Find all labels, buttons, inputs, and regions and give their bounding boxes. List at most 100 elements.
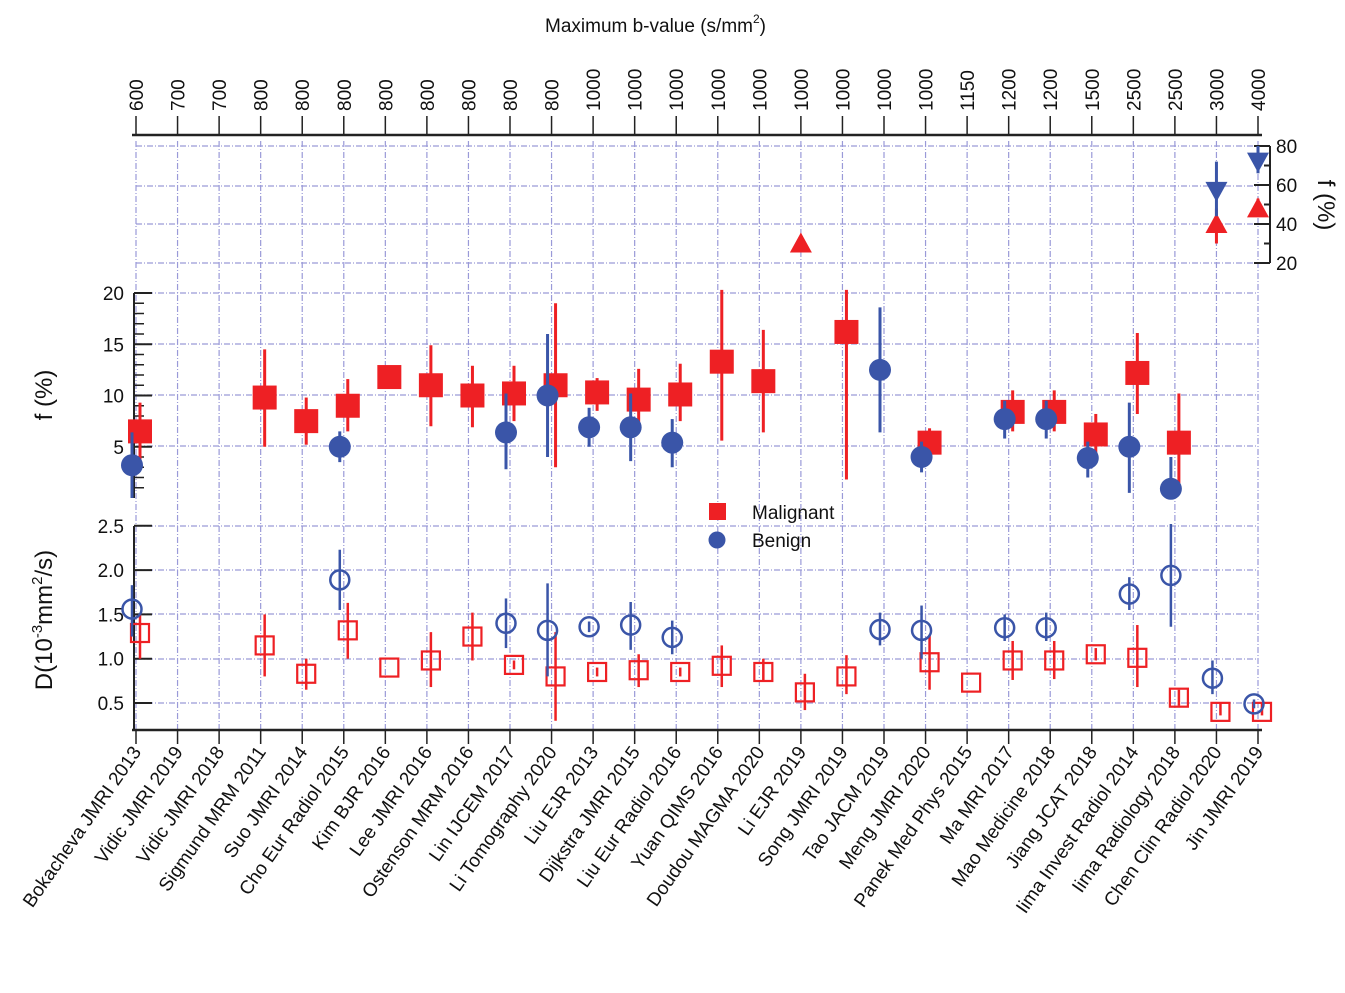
axes-layer: 600 700 700 800 800 800 800 800 800 800 800 1000 100… [19,69,1297,918]
malignant-f-point [335,393,360,418]
malignant-d-point [254,635,275,656]
benign-fhigh-point [1247,152,1269,173]
d-tick-label: 2.0 [98,561,124,582]
top-axis-tick-label: 3000 [1207,69,1228,111]
malignant-f-point [585,380,610,405]
benign-d-point [661,626,683,649]
malignant-f-point [377,365,402,390]
benign-d-point [1035,616,1057,639]
malignant-f-point [418,373,443,398]
top-axis-tick-label: 1000 [917,69,938,111]
benign-d-point [495,612,517,635]
malignant-f-point [1125,360,1150,385]
malignant-d-point [420,650,441,671]
top-axis-tick-label: 1150 [958,70,979,111]
benign-f-point [869,358,891,381]
malignant-d-point [794,682,815,703]
malignant-f-point [252,385,277,410]
malignant-d-point [836,666,857,687]
malignant-d-point [961,672,982,693]
d-tick-label: 1.0 [98,650,124,671]
top-axis-tick-label: 1000 [750,69,771,111]
top-axis-tick-label: 1200 [1000,69,1021,111]
top-axis-tick-label: 2500 [1124,69,1145,111]
malignant-d-point [587,661,608,683]
malignant-d-point [503,654,525,676]
malignant-d-point [462,626,483,647]
f-high-tick-label: 40 [1276,215,1297,236]
benign-d-point [993,616,1016,639]
benign-f-point [1035,408,1058,431]
benign-f-point [1159,477,1182,500]
benign-d-point [1118,583,1141,605]
malignant-d-point [919,652,940,673]
benign-f-point [1076,447,1099,470]
legend-marker-benign [708,531,726,549]
malignant-d-point [670,661,691,683]
benign-f-point [495,421,517,444]
malignant-f-point [1166,430,1191,455]
benign-f-point [536,384,559,407]
top-axis-tick-label: 1000 [875,69,896,111]
f-high-tick-label: 20 [1276,254,1297,275]
benign-d-point [1201,667,1224,689]
benign-d-point [121,598,143,620]
malignant-f-point [668,382,693,407]
malignant-d-point [1044,650,1065,671]
top-axis-tick-label: 1000 [792,69,813,111]
top-axis-tick-label: 2500 [1166,69,1187,111]
malignant-d-point [296,663,317,684]
top-axis-tick-label: 1500 [1083,69,1104,111]
top-axis-tick-label: 1000 [667,69,688,111]
f-low-tick-label: 5 [113,438,124,459]
benign-f-point [619,416,642,439]
f-low-tick-label: 15 [103,335,124,356]
top-axis-tick-label: 800 [459,79,480,111]
top-axis-tick-label: 800 [501,79,522,111]
benign-f-point [328,435,351,458]
malignant-d-point [1002,650,1023,671]
malignant-fhigh-point [789,232,812,253]
top-axis-tick-label: 1000 [626,69,647,111]
malignant-f-point [460,383,485,408]
f-low-tick-label: 10 [103,387,124,408]
benign-f-point [993,408,1016,431]
malignant-f-point [751,369,776,394]
benign-f-point [578,416,601,439]
benign-fhigh-point [1205,181,1228,202]
malignant-d-point [337,620,358,641]
d-axis-title: D(10-3mm2/s) [29,550,58,690]
d-tick-label: 1.5 [98,605,124,626]
legend-label-malignant: Malignant [752,503,835,524]
malignant-d-point [1168,687,1189,708]
top-axis-tick-label: 800 [376,79,397,111]
f-high-tick-label: 80 [1276,137,1297,158]
benign-d-point [1243,693,1265,715]
grid-layer [135,141,1259,730]
f-low-tick-label: 20 [103,284,124,305]
malignant-f-point [709,349,734,374]
f-low-axis-title: f (%) [31,370,58,421]
malignant-fhigh-point [1205,213,1228,233]
d-tick-label: 0.5 [98,694,124,715]
top-axis-tick-label: 1000 [833,69,854,111]
top-axis-tick-label: 4000 [1249,69,1270,111]
legend: Malignant Benign [708,503,835,552]
top-axis-tick-label: 700 [169,79,190,111]
malignant-d-point [1210,701,1231,722]
legend-label-benign: Benign [752,531,811,552]
malignant-d-point [1085,644,1106,665]
benign-f-point [910,446,933,468]
malignant-d-point [1127,647,1148,668]
malignant-d-point [379,657,400,678]
top-axis-tick-label: 1000 [584,69,605,111]
benign-d-point [536,619,559,642]
top-axis-tick-label: 800 [335,79,356,111]
f-high-tick-label: 60 [1276,176,1297,197]
d-tick-label: 2.5 [98,517,124,538]
benign-f-point [121,454,143,477]
f-high-axis-title: f (%) [1312,180,1339,231]
benign-d-point [869,618,891,641]
benign-d-point [619,614,642,636]
